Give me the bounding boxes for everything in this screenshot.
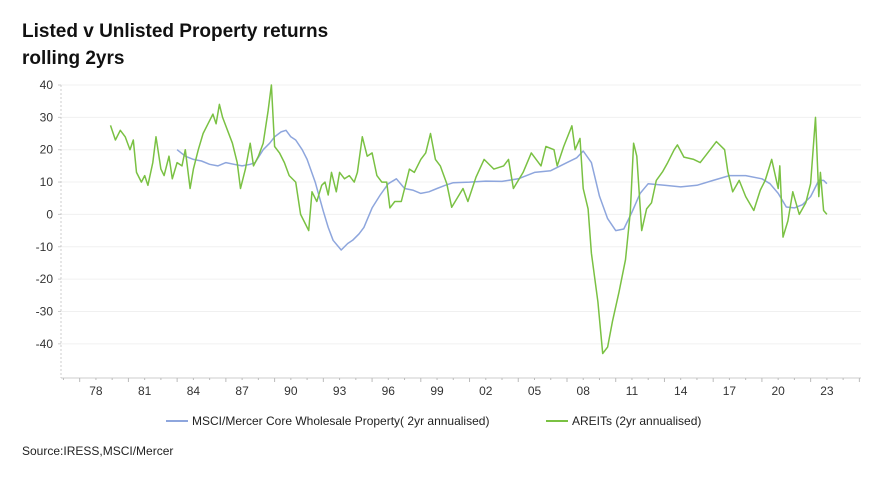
- chart-title-line: Listed v Unlisted Property returns: [22, 21, 329, 42]
- x-tick-label: 90: [284, 384, 298, 398]
- series-line-areits: [109, 84, 828, 355]
- y-tick-label: -40: [36, 337, 54, 351]
- y-tick-label: 10: [40, 175, 54, 189]
- x-tick-label: 20: [771, 384, 785, 398]
- legend-label-areits: AREITs (2yr annualised): [572, 414, 702, 428]
- x-tick-label: 11: [626, 384, 639, 398]
- x-tick-label: 84: [187, 384, 201, 398]
- y-tick-label: -10: [36, 240, 54, 254]
- chart-title: Listed v Unlisted Property returns rolli…: [22, 18, 328, 72]
- x-tick-label: 05: [528, 384, 542, 398]
- y-tick-label: -30: [36, 304, 54, 318]
- x-tick-label: 02: [479, 384, 493, 398]
- y-tick-label: 20: [40, 143, 54, 157]
- legend-label-msci: MSCI/Mercer Core Wholesale Property( 2yr…: [192, 414, 490, 428]
- legend-item-areits: AREITs (2yr annualised): [546, 414, 701, 428]
- x-tick-label: 87: [235, 384, 249, 398]
- x-tick-label: 78: [89, 384, 103, 398]
- y-tick-label: 30: [40, 110, 54, 124]
- x-tick-label: 96: [382, 384, 396, 398]
- source-note: Source:IRESS,MSCI/Mercer: [22, 444, 174, 458]
- series-line-msci: [176, 129, 828, 251]
- legend-swatch-areits: [546, 420, 568, 422]
- x-tick-label: 17: [723, 384, 737, 398]
- x-tick-label: 99: [430, 384, 444, 398]
- x-tick-label: 93: [333, 384, 347, 398]
- x-tick-label: 08: [577, 384, 591, 398]
- legend-item-msci: MSCI/Mercer Core Wholesale Property( 2yr…: [166, 414, 489, 428]
- y-tick-label: 0: [46, 207, 53, 221]
- y-tick-label: -20: [36, 272, 54, 286]
- x-tick-label: 23: [820, 384, 834, 398]
- y-tick-label: 40: [40, 78, 54, 92]
- x-tick-label: 81: [138, 384, 152, 398]
- x-tick-label: 14: [674, 384, 688, 398]
- chart-subtitle: rolling 2yrs: [22, 48, 125, 69]
- legend-swatch-msci: [166, 420, 188, 422]
